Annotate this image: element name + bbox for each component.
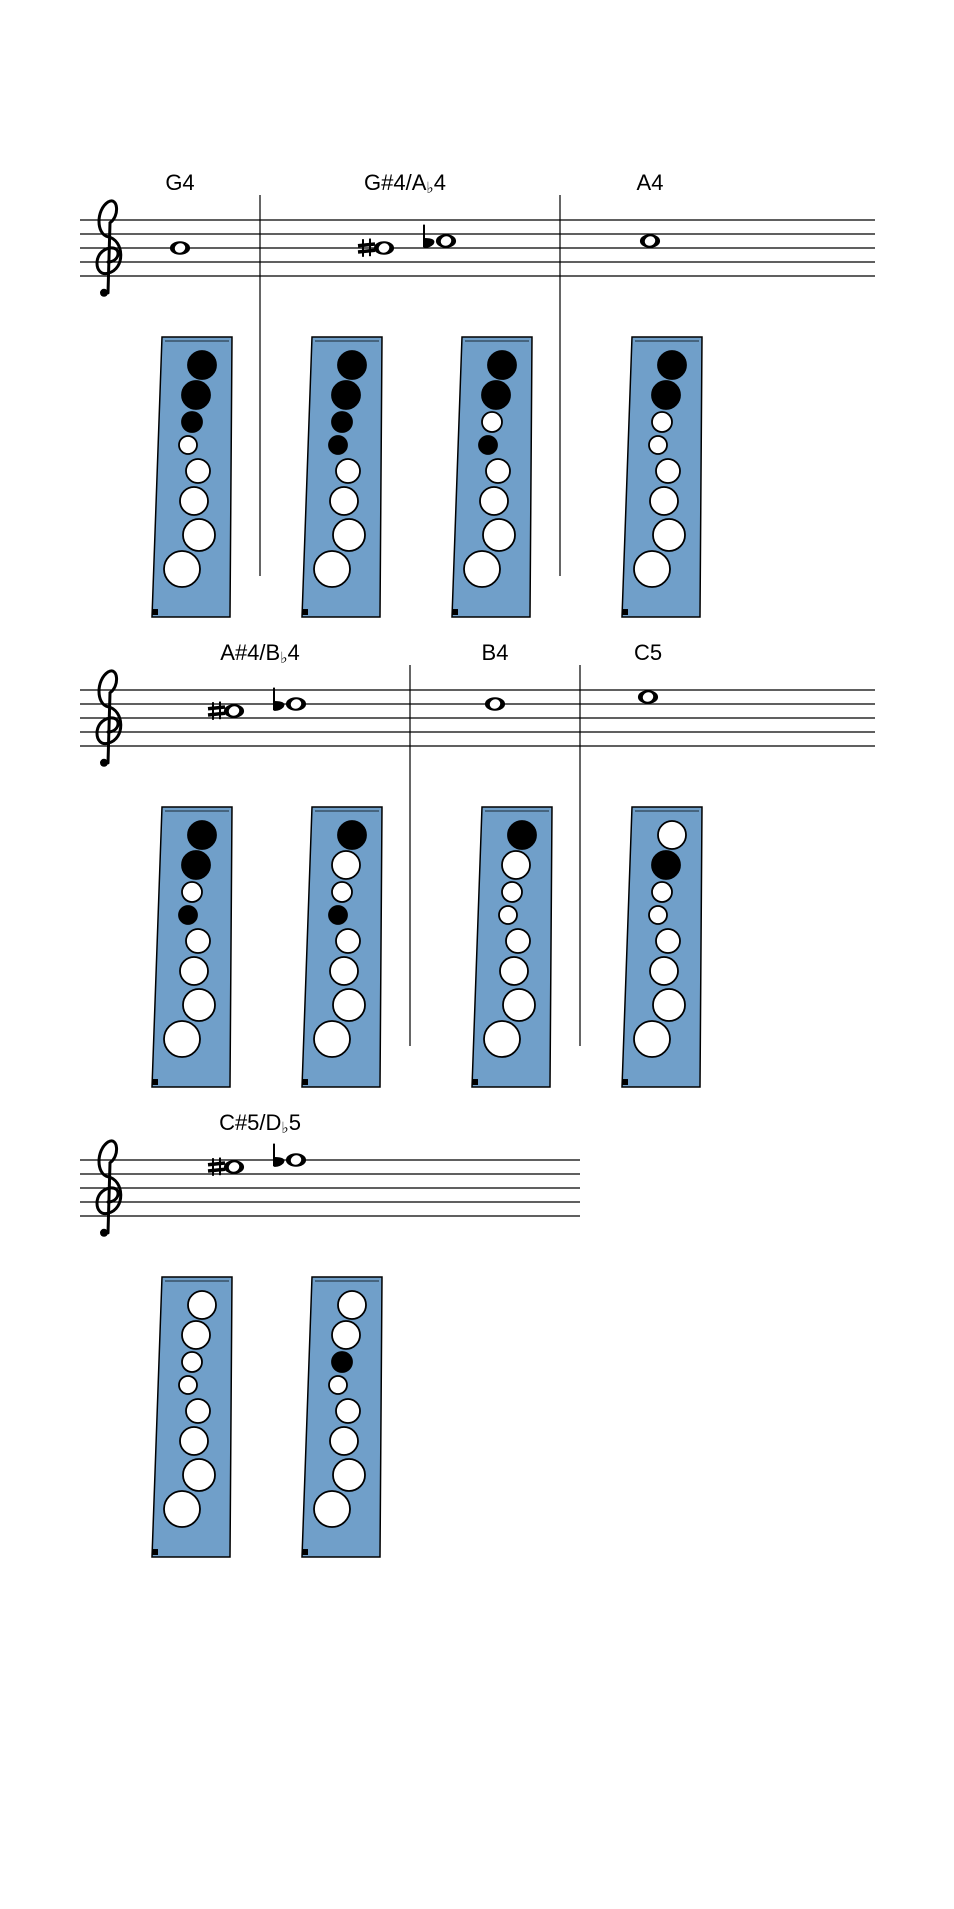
fingering [620,335,704,624]
staff-container [80,1140,874,1297]
fingering-diagram [470,805,554,1089]
note-label: A#4/B♭4 [210,640,310,668]
fingering [300,335,384,624]
chart-row: A#4/B♭4B4C5 [80,660,874,1120]
note-label: G4 [130,170,230,196]
fingering-diagram [150,335,234,619]
note-label: B4 [445,640,545,666]
staff [80,200,875,352]
fingering-diagram [300,335,384,619]
fingering-diagram [620,805,704,1089]
staff [80,670,875,822]
fingering [470,805,554,1094]
note-label: C#5/D♭5 [210,1110,310,1138]
staff-container [80,200,874,357]
fingering [150,335,234,624]
fingering-diagram [450,335,534,619]
chart-row: C#5/D♭5 [80,1130,874,1590]
note-label: A4 [600,170,700,196]
fingering [150,1275,234,1564]
fingering [620,805,704,1094]
fingering-diagram [300,805,384,1089]
note-label: C5 [598,640,698,666]
fingering [450,335,534,624]
fingering [300,805,384,1094]
staff-container [80,670,874,827]
fingering-diagram [150,805,234,1089]
fingering-diagram [620,335,704,619]
chart-row: G4G#4/A♭4A4 [80,190,874,650]
note-label: G#4/A♭4 [355,170,455,198]
staff [80,1140,580,1292]
fingering [150,805,234,1094]
fingering-chart-page: G4G#4/A♭4A4A#4/B♭4B4C5C#5/D♭5 [0,0,954,1909]
fingering-diagram [150,1275,234,1559]
fingering [300,1275,384,1564]
fingering-diagram [300,1275,384,1559]
